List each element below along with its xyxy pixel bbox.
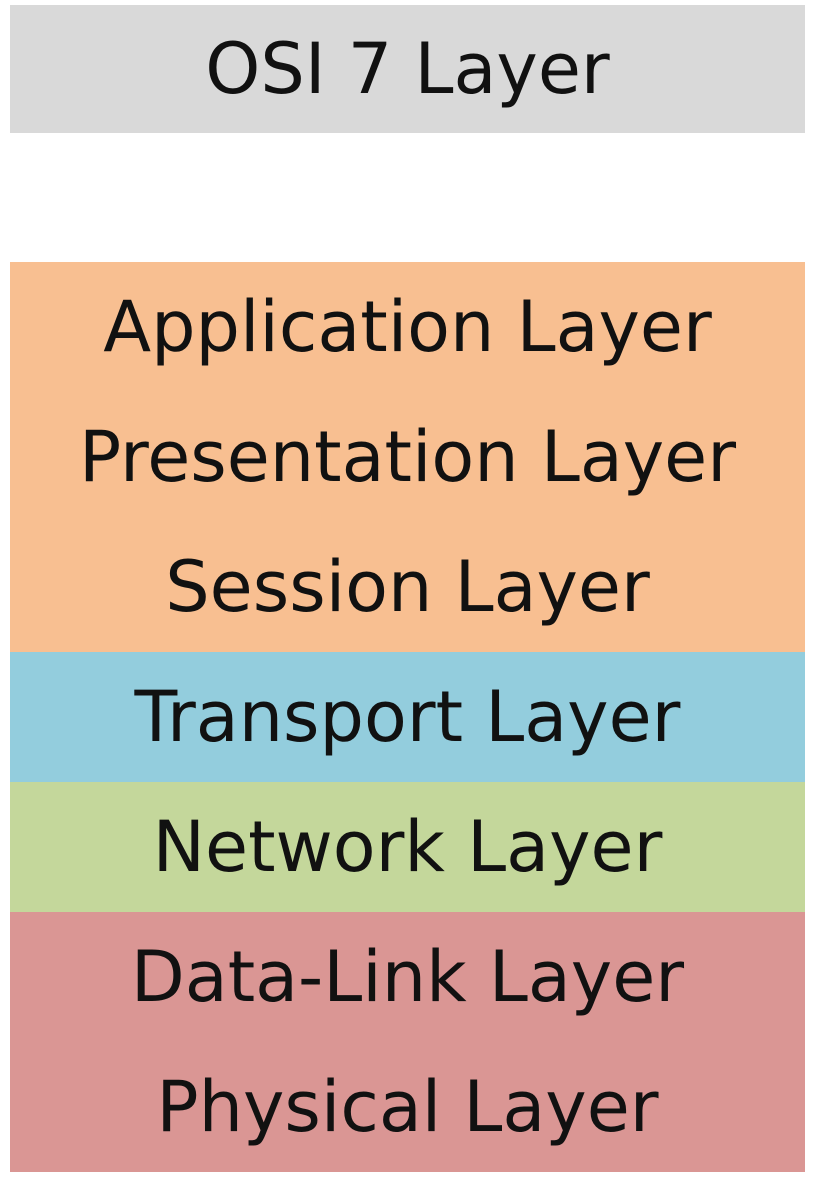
lower-layers-group: Data-Link Layer Physical Layer (10, 912, 805, 1172)
layer-label: Transport Layer (134, 676, 681, 758)
layer-label: Session Layer (165, 546, 650, 628)
layer-label: Network Layer (152, 806, 663, 888)
layer-label: Data-Link Layer (130, 936, 685, 1018)
layer-label: Application Layer (103, 286, 712, 368)
layer-data-link: Data-Link Layer (10, 912, 805, 1042)
layer-label: Presentation Layer (78, 416, 737, 498)
layer-transport: Transport Layer (10, 652, 805, 782)
upper-layers-group: Application Layer Presentation Layer Ses… (10, 262, 805, 652)
layer-session: Session Layer (10, 522, 805, 652)
osi-layer-table: OSI 7 Layer Application Layer Presentati… (10, 5, 815, 1172)
layer-application: Application Layer (10, 262, 805, 392)
layer-presentation: Presentation Layer (10, 392, 805, 522)
table-title: OSI 7 Layer (205, 28, 610, 110)
layer-network: Network Layer (10, 782, 805, 912)
layer-label: Physical Layer (156, 1066, 659, 1148)
layer-physical: Physical Layer (10, 1042, 805, 1172)
table-title-cell: OSI 7 Layer (10, 5, 805, 133)
blank-spacer-cell (10, 133, 815, 262)
